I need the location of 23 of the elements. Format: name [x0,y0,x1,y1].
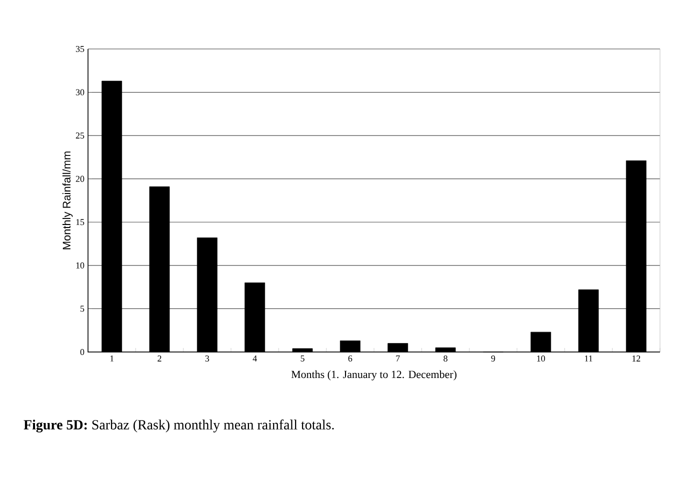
x-axis-title: Months (1. January to 12. December) [291,370,456,380]
y-tick-label: 20 [76,176,84,182]
y-tick-label: 10 [76,262,84,268]
x-tick-label: 8 [444,356,448,362]
x-tick-label: 1 [110,356,114,362]
x-tick-label: 4 [252,356,257,362]
x-tick-label: 2 [158,356,162,362]
x-tick-label: 11 [584,356,592,362]
y-axis-title: Monthly Rainfall/mm [62,152,73,250]
x-tick-label: 10 [537,356,545,362]
y-tick-label: 30 [76,89,84,96]
y-tick-label: 35 [76,46,84,52]
y-tick-label: 0 [80,348,84,356]
x-tick-label: 9 [491,356,496,362]
text: Figure 5D: Sarbaz (Rask) monthly mean rainfall totals. [24,420,334,432]
x-tick-label: 7 [396,356,400,362]
y-tick-label: 25 [76,132,84,139]
x-tick-label: 3 [205,356,210,362]
x-tick-label: 12 [632,356,640,362]
y-tick-label: 15 [76,219,84,226]
y-tick-label: 5 [80,306,84,312]
x-tick-label: 6 [348,356,352,362]
x-tick-label: 5 [300,356,304,362]
